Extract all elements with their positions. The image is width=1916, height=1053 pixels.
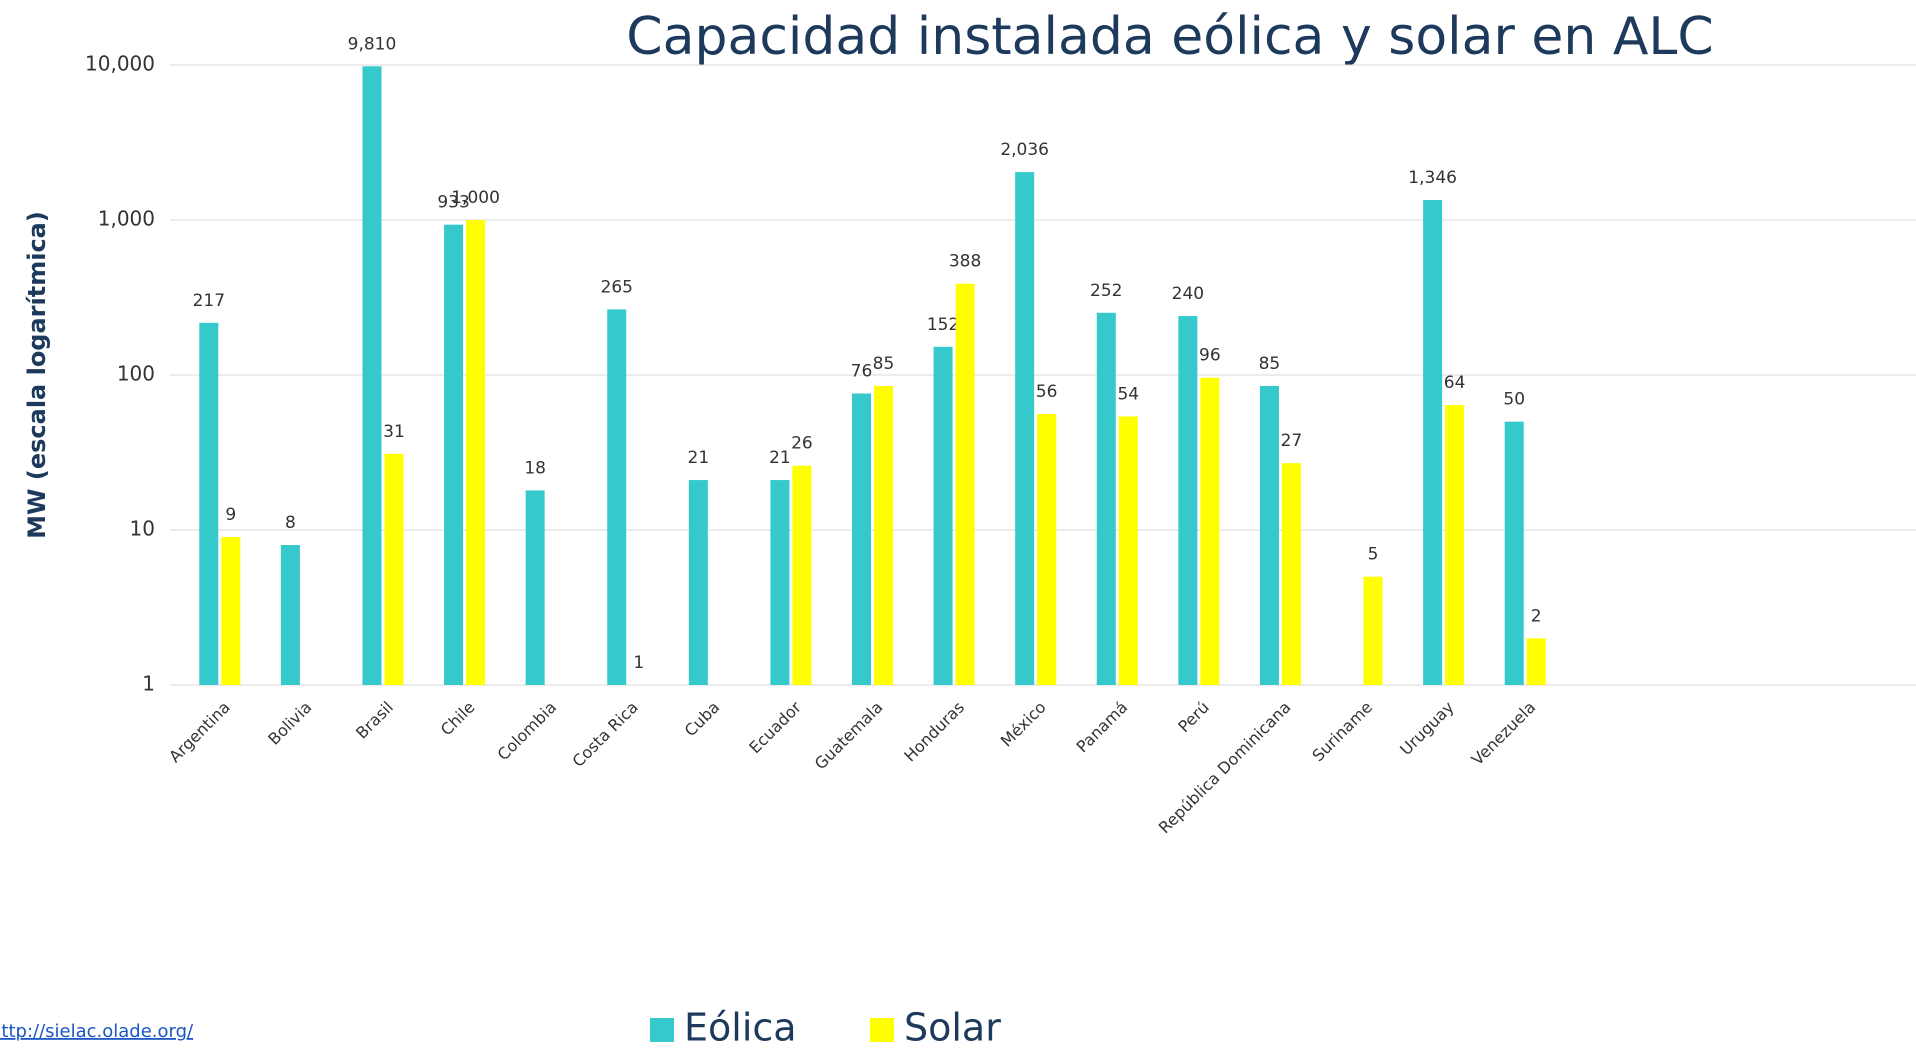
x-tick-label: Perú [1174,698,1213,737]
data-label: 54 [1117,384,1139,404]
data-label: 18 [524,458,546,478]
x-tick-label: Colombia [494,698,561,765]
bar [1504,421,1524,685]
data-label: 1,346 [1408,168,1457,188]
data-label: 933 [437,193,469,213]
bar [199,322,219,685]
bar [362,66,382,685]
bar [1423,199,1443,685]
x-tick-label: Suriname [1308,698,1376,766]
bar [444,224,464,686]
bar [1200,377,1220,685]
y-tick-label: 10,000 [85,52,155,76]
bar [1259,385,1279,685]
bar [1281,463,1301,685]
bar [607,309,627,685]
x-tick-label: Costa Rica [568,698,641,771]
data-label: 2 [1531,606,1542,626]
bar [933,346,953,685]
x-tick-label: Honduras [900,698,968,766]
data-label: 76 [851,361,873,381]
x-tick-label: Bolivia [264,698,315,749]
data-label: 217 [193,291,225,311]
y-tick-label: 1 [142,672,155,696]
bar [1178,316,1198,685]
bar [280,545,300,685]
x-tick-label: Argentina [165,698,234,767]
data-label: 5 [1368,545,1379,565]
bar [221,537,241,685]
data-label: 85 [1259,354,1281,374]
data-label: 1,000 [451,188,500,208]
data-label: 27 [1281,431,1303,451]
bar [1118,416,1138,685]
data-label: 50 [1503,390,1525,410]
y-tick-label: 1,000 [98,207,155,231]
legend-label: Solar [904,1006,1001,1050]
data-label: 252 [1090,281,1122,301]
bar [852,393,871,685]
data-label: 21 [688,448,710,468]
bar [874,385,893,685]
x-tick-label: Guatemala [811,698,887,774]
data-label: 265 [601,277,633,297]
bar [1096,312,1116,685]
data-label: 56 [1036,382,1058,402]
data-label: 2,036 [1000,140,1049,160]
data-label: 240 [1172,284,1204,304]
x-tick-label: Chile [437,698,479,740]
bar [1015,172,1035,685]
x-tick-label: República Dominicana [1155,698,1295,838]
data-label: 9,810 [348,34,397,54]
x-tick-label: Ecuador [745,697,805,757]
x-tick-label: Venezuela [1468,698,1540,770]
bar [1363,576,1383,685]
data-label: 21 [769,448,791,468]
legend-swatch [650,1018,674,1042]
x-tick-label: Panamá [1073,698,1132,757]
bar [792,465,812,685]
data-label: 1 [633,653,644,673]
data-label: 152 [927,315,959,335]
bar [1526,638,1546,685]
y-axis-label: MW (escala logarítmica) [23,211,51,539]
y-tick-label: 100 [117,362,155,386]
bar [688,480,708,685]
data-label: 31 [383,422,405,442]
data-label: 85 [873,354,895,374]
x-tick-label: Brasil [352,698,397,743]
source: http://sielac.olade.org/ [0,1021,194,1042]
bar [466,220,486,685]
bar [1037,414,1057,685]
data-label: 388 [949,252,981,272]
legend-swatch [870,1018,894,1042]
x-tick-label: Uruguay [1396,698,1458,760]
data-label: 26 [791,434,813,454]
x-tick-label: Cuba [681,698,724,741]
bar [384,453,404,685]
data-label: 64 [1444,373,1466,393]
chart-title: Capacidad instalada eólica y solar en AL… [626,7,1713,67]
bar [770,480,790,685]
bar [1445,405,1465,685]
x-tick-label: México [997,698,1050,751]
bar [955,283,975,685]
bar [525,490,545,685]
data-label: 8 [285,513,296,533]
data-label: 9 [225,505,236,525]
legend-label: Eólica [684,1006,797,1050]
y-tick-label: 10 [130,517,155,541]
data-label: 96 [1199,346,1221,366]
